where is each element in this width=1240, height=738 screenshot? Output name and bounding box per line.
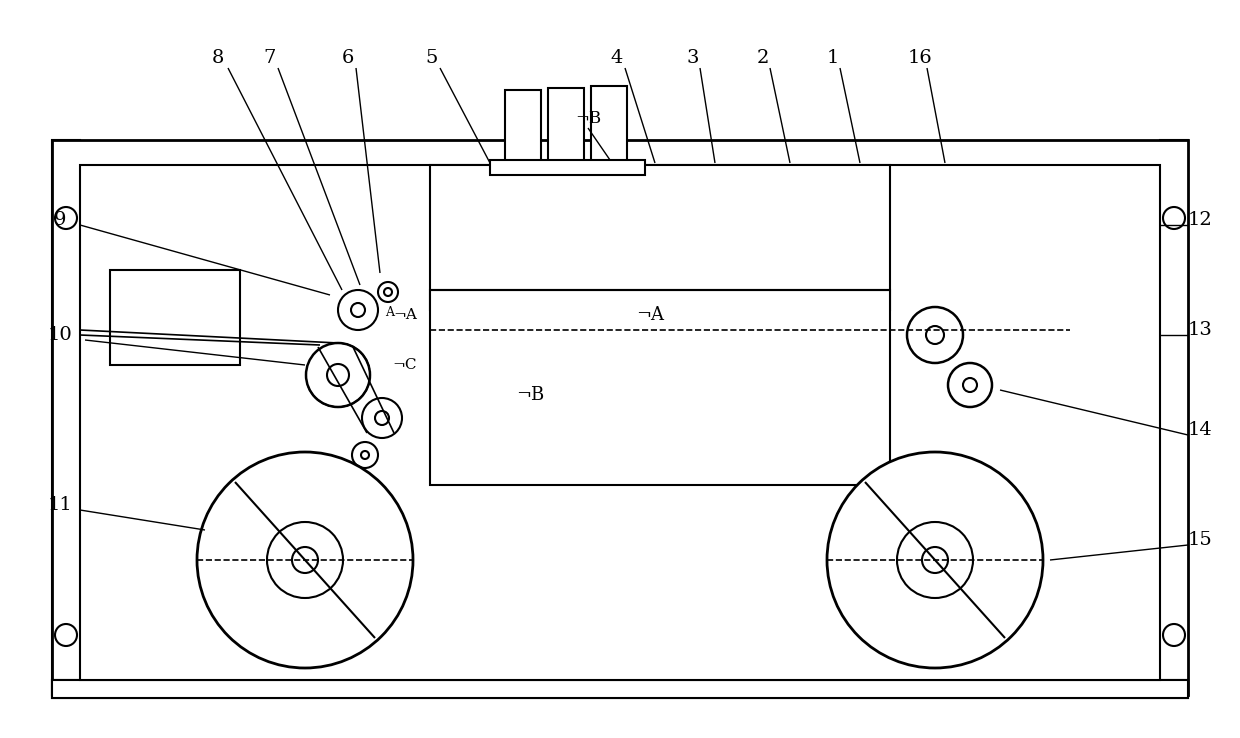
Circle shape [897, 522, 973, 598]
Circle shape [267, 522, 343, 598]
Text: 5: 5 [425, 49, 438, 67]
Text: 16: 16 [908, 49, 932, 67]
Bar [505, 90, 541, 170]
Circle shape [384, 288, 392, 296]
Circle shape [339, 290, 378, 330]
Text: 2: 2 [756, 49, 769, 67]
Text: A: A [386, 306, 394, 319]
Text: 10: 10 [47, 326, 72, 344]
Text: 8: 8 [212, 49, 224, 67]
Bar [548, 88, 584, 170]
Text: ¬B: ¬B [575, 109, 601, 126]
Bar [430, 290, 890, 485]
Bar [52, 680, 1188, 698]
Bar [1159, 140, 1188, 695]
Text: 4: 4 [611, 49, 624, 67]
Circle shape [926, 326, 944, 344]
Circle shape [906, 307, 963, 363]
Circle shape [327, 364, 348, 386]
Text: ¬A: ¬A [636, 306, 663, 324]
Bar [430, 165, 890, 310]
Text: 3: 3 [687, 49, 699, 67]
Text: 9: 9 [53, 211, 66, 229]
Bar [110, 270, 241, 365]
Circle shape [197, 452, 413, 668]
Circle shape [362, 398, 402, 438]
Text: 11: 11 [47, 496, 72, 514]
Circle shape [378, 282, 398, 302]
Text: 12: 12 [1188, 211, 1213, 229]
Text: 14: 14 [1188, 421, 1213, 439]
Text: 1: 1 [827, 49, 839, 67]
Circle shape [1163, 624, 1185, 646]
Bar [490, 160, 645, 175]
Circle shape [963, 378, 977, 392]
Text: 13: 13 [1188, 321, 1213, 339]
Bar [52, 140, 81, 695]
Circle shape [1163, 207, 1185, 229]
Bar [81, 165, 1159, 680]
Circle shape [55, 207, 77, 229]
Text: ¬B: ¬B [516, 386, 544, 404]
Text: 15: 15 [1188, 531, 1213, 549]
Circle shape [306, 343, 370, 407]
Circle shape [374, 411, 389, 425]
Bar [52, 680, 1188, 698]
Circle shape [923, 547, 949, 573]
Circle shape [827, 452, 1043, 668]
Text: 7: 7 [264, 49, 277, 67]
Circle shape [291, 547, 317, 573]
Bar [591, 86, 627, 170]
Bar [52, 140, 1188, 695]
Text: ¬A: ¬A [393, 308, 417, 322]
Circle shape [351, 303, 365, 317]
Circle shape [361, 451, 370, 459]
Circle shape [55, 624, 77, 646]
Text: 6: 6 [342, 49, 355, 67]
Circle shape [949, 363, 992, 407]
Text: ¬C: ¬C [393, 358, 417, 372]
Circle shape [352, 442, 378, 468]
